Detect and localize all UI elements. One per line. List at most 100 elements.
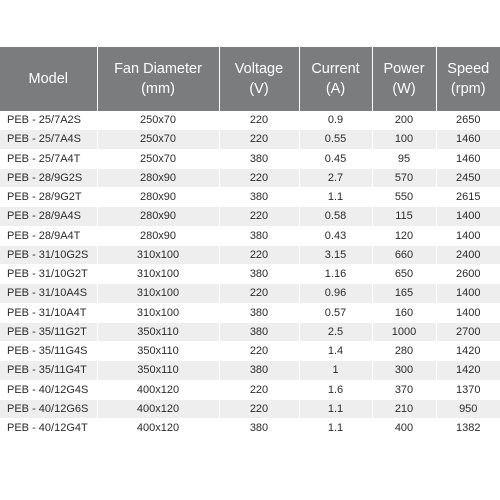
power-cell: 570 [372,168,437,189]
column-header-title: Model [28,71,69,87]
model-cell: PEB - 25/7A4S [0,129,98,150]
fan-specification-table: Model Fan Diameter (mm) Voltage (V) Current (A… [0,47,500,439]
column-header-unit: (A) [325,81,346,97]
speed-cell: 2615 [436,187,500,208]
voltage-cell: 220 [219,206,300,227]
speed-cell: 1400 [436,303,500,323]
column-header-title: Voltage [234,61,284,77]
current-cell: 0.96 [299,283,373,304]
current-cell: 0.55 [299,129,373,150]
model-cell: PEB - 35/11G4T [0,360,98,381]
column-header-unit: (W) [392,81,416,97]
table-header: Model Fan Diameter (mm) Voltage (V) Current (A… [0,47,500,111]
current-cell: 1.4 [299,341,373,362]
header-voltage: Voltage (V) [219,47,300,111]
header-current: Current (A) [299,47,373,111]
voltage-cell: 380 [219,360,300,381]
current-cell: 0.58 [299,206,373,227]
power-cell: 115 [372,206,437,227]
model-cell: PEB - 40/12G6S [0,399,98,420]
current-cell: 0.57 [299,303,373,323]
speed-cell: 2650 [436,111,500,131]
fan-diameter-cell: 250x70 [97,111,220,131]
speed-cell: 950 [436,399,500,420]
model-cell: PEB - 28/9A4T [0,226,98,246]
speed-cell: 1400 [436,283,500,304]
fan-diameter-cell: 350x110 [97,322,220,343]
fan-diameter-cell: 250x70 [97,149,220,169]
table-row: PEB - 28/9A4T 280x90 380 0.43 120 1400 [0,226,500,246]
header-fan-diameter: Fan Diameter (mm) [97,47,220,111]
model-cell: PEB - 28/9G2S [0,168,98,189]
speed-cell: 1460 [436,129,500,150]
fan-diameter-cell: 350x110 [97,341,220,362]
speed-cell: 1400 [436,226,500,246]
column-header-title: Speed [447,61,490,77]
table-row: PEB - 35/11G4T 350x110 380 1 300 1420 [0,360,500,381]
table-row: PEB - 31/10G2S 310x100 220 3.15 660 2400 [0,245,500,266]
current-cell: 2.7 [299,168,373,189]
column-header-title: Power [383,61,425,77]
voltage-cell: 380 [219,303,300,323]
speed-cell: 1370 [436,380,500,400]
fan-diameter-cell: 400x120 [97,399,220,420]
fan-diameter-cell: 310x100 [97,283,220,304]
header-model: Model [0,47,98,111]
model-cell: PEB - 31/10G2S [0,245,98,266]
header-speed: Speed (rpm) [436,47,500,111]
current-cell: 0.9 [299,111,373,131]
spec-table-container: Model Fan Diameter (mm) Voltage (V) Current (A… [0,47,500,439]
speed-cell: 2450 [436,168,500,189]
voltage-cell: 220 [219,399,300,420]
speed-cell: 1420 [436,341,500,362]
power-cell: 165 [372,283,437,304]
voltage-cell: 220 [219,380,300,400]
power-cell: 280 [372,341,437,362]
power-cell: 400 [372,418,437,439]
voltage-cell: 220 [219,283,300,304]
fan-diameter-cell: 280x90 [97,187,220,208]
power-cell: 300 [372,360,437,381]
table-row: PEB - 40/12G4S 400x120 220 1.6 370 1370 [0,380,500,400]
table-row: PEB - 25/7A4S 250x70 220 0.55 100 1460 [0,129,500,150]
table-row: PEB - 28/9G2T 280x90 380 1.1 550 2615 [0,187,500,208]
model-cell: PEB - 40/12G4S [0,380,98,400]
voltage-cell: 220 [219,245,300,266]
column-header-unit: (rpm) [450,81,486,97]
voltage-cell: 380 [219,226,300,246]
voltage-cell: 380 [219,264,300,285]
voltage-cell: 220 [219,129,300,150]
table-row: PEB - 40/12G6S 400x120 220 1.1 210 950 [0,399,500,420]
header-row: Model Fan Diameter (mm) Voltage (V) Current (A… [0,47,500,111]
table-row: PEB - 31/10G2T 310x100 380 1.16 650 2600 [0,264,500,285]
power-cell: 210 [372,399,437,420]
power-cell: 160 [372,303,437,323]
current-cell: 2.5 [299,322,373,343]
voltage-cell: 220 [219,168,300,189]
table-row: PEB - 40/12G4T 400x120 380 1.1 400 1382 [0,418,500,439]
fan-diameter-cell: 310x100 [97,245,220,266]
table-row: PEB - 28/9G2S 280x90 220 2.7 570 2450 [0,168,500,189]
table-row: PEB - 35/11G4S 350x110 220 1.4 280 1420 [0,341,500,362]
voltage-cell: 380 [219,149,300,169]
model-cell: PEB - 40/12G4T [0,418,98,439]
speed-cell: 1420 [436,360,500,381]
model-cell: PEB - 31/10A4T [0,303,98,323]
model-cell: PEB - 35/11G4S [0,341,98,362]
current-cell: 1.1 [299,399,373,420]
model-cell: PEB - 25/7A4T [0,149,98,169]
model-cell: PEB - 25/7A2S [0,111,98,131]
current-cell: 1.1 [299,418,373,439]
table-row: PEB - 28/9A4S 280x90 220 0.58 115 1400 [0,206,500,227]
fan-diameter-cell: 280x90 [97,226,220,246]
column-header-title: Current [311,61,360,77]
fan-diameter-cell: 400x120 [97,418,220,439]
header-power: Power (W) [372,47,437,111]
fan-diameter-cell: 350x110 [97,360,220,381]
fan-diameter-cell: 250x70 [97,129,220,150]
model-cell: PEB - 31/10G2T [0,264,98,285]
voltage-cell: 380 [219,322,300,343]
power-cell: 120 [372,226,437,246]
power-cell: 370 [372,380,437,400]
power-cell: 95 [372,149,437,169]
